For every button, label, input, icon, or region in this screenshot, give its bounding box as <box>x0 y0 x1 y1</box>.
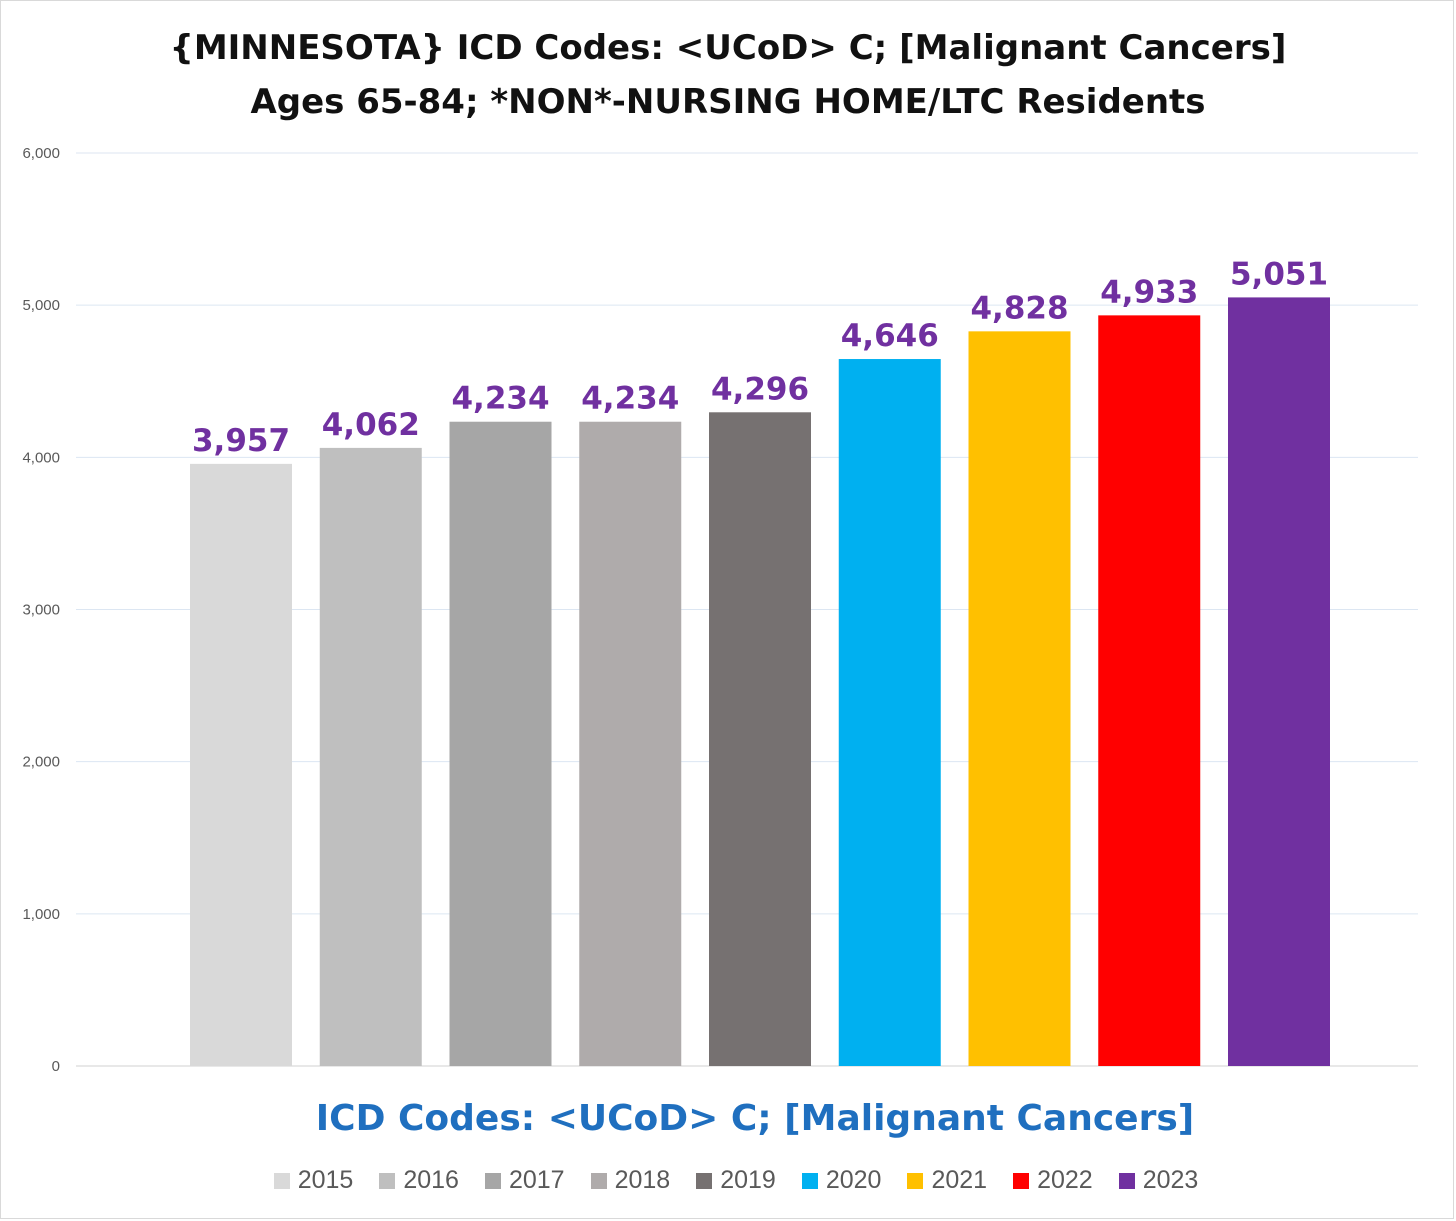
bar-2016 <box>319 447 422 1066</box>
data-label-2017: 4,234 <box>451 381 549 417</box>
legend-swatch <box>484 1172 501 1189</box>
legend-item-2022: 2022 <box>1013 1166 1093 1195</box>
y-tick-label: 5,000 <box>22 297 60 314</box>
bar-2019 <box>709 412 811 1066</box>
data-label-2016: 4,062 <box>322 407 420 443</box>
legend-swatch <box>801 1172 818 1189</box>
x-axis-title: ICD Codes: <UCoD> C; [Malignant Cancers] <box>315 1098 1195 1139</box>
bar-2020 <box>838 359 941 1066</box>
legend-item-2017: 2017 <box>484 1166 565 1195</box>
legend-label: 2018 <box>614 1166 671 1194</box>
legend-swatch <box>1013 1172 1030 1189</box>
legend-swatch <box>273 1172 290 1189</box>
legend-item-2019: 2019 <box>696 1166 776 1195</box>
bar-2022 <box>1098 315 1201 1067</box>
legend-item-2021: 2021 <box>907 1166 987 1195</box>
legend-swatch <box>907 1172 924 1189</box>
y-tick-label: 1,000 <box>22 906 60 923</box>
legend-label: 2019 <box>720 1166 776 1194</box>
data-label-2019: 4,296 <box>711 371 809 407</box>
bar-2015 <box>190 463 292 1067</box>
legend-label: 2021 <box>931 1166 988 1194</box>
data-label-2022: 4,933 <box>1100 274 1198 310</box>
data-label-2018: 4,234 <box>581 381 679 417</box>
chart-subtitle: Ages 65-84; *NON*-NURSING HOME/LTC Resid… <box>250 82 1206 122</box>
legend-swatch <box>590 1172 607 1189</box>
data-label-2015: 3,957 <box>192 423 290 459</box>
chart-title: {MINNESOTA} ICD Codes: <UCoD> C; [Malign… <box>169 28 1287 68</box>
legend-item-2018: 2018 <box>590 1166 671 1195</box>
legend-label: 2022 <box>1037 1166 1093 1194</box>
y-tick-label: 6,000 <box>22 145 60 162</box>
legend-item-2023: 2023 <box>1118 1166 1199 1195</box>
legend-label: 2020 <box>825 1166 882 1194</box>
bar-2018 <box>579 421 682 1066</box>
legend-item-2020: 2020 <box>801 1166 882 1195</box>
y-tick-label: 4,000 <box>22 449 60 466</box>
legend-item-2015: 2015 <box>273 1166 354 1195</box>
legend-swatch <box>1118 1172 1135 1189</box>
data-label-2020: 4,646 <box>841 318 939 354</box>
y-tick-label: 3,000 <box>22 602 60 619</box>
data-label-2023: 5,051 <box>1230 256 1328 292</box>
legend-swatch <box>379 1172 396 1189</box>
bar-2017 <box>449 421 552 1066</box>
legend-label: 2016 <box>403 1166 459 1194</box>
legend-swatch <box>696 1172 713 1189</box>
y-tick-label: 2,000 <box>22 754 60 771</box>
legend: 2015 2016 2017 2018 2019 2020 2021 2022 2023 <box>0 1166 1456 1195</box>
legend-item-2016: 2016 <box>379 1166 459 1195</box>
legend-label: 2023 <box>1142 1166 1199 1194</box>
bar-2023 <box>1228 297 1330 1067</box>
y-tick-label: 0 <box>52 1058 60 1075</box>
bar-2021 <box>968 331 1071 1066</box>
legend-label: 2015 <box>297 1166 354 1194</box>
legend-label: 2017 <box>508 1166 565 1194</box>
data-label-2021: 4,828 <box>970 290 1068 326</box>
